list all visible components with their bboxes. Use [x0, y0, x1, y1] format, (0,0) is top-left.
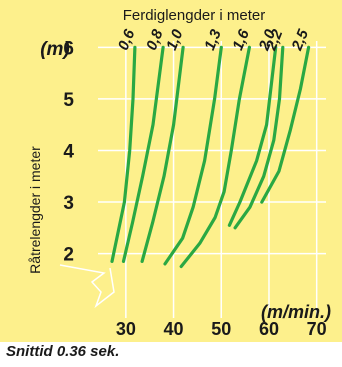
series-line-7 — [260, 45, 311, 204]
x-tick-label-60: 60 — [259, 319, 279, 339]
series-label-0: 0,6 — [115, 26, 139, 52]
series-line-3 — [163, 45, 223, 266]
y-tick-label-4: 4 — [63, 141, 74, 162]
y-axis-title: Råtrelengder i meter — [27, 146, 43, 274]
chart-title: Ferdiglengder i meter — [123, 7, 266, 24]
y-tick-label-6: 6 — [63, 38, 74, 59]
x-tick-label-70: 70 — [307, 319, 327, 339]
series-line-5 — [227, 45, 278, 227]
y-tick-label-5: 5 — [63, 90, 74, 111]
y-unit-label: (m) — [40, 39, 70, 60]
series-label-2: 1,0 — [163, 26, 187, 52]
chart-caption: Snittid 0.36 sek. — [6, 343, 120, 360]
x-tick-label-50: 50 — [211, 319, 231, 339]
panel-background — [0, 0, 342, 342]
series-line-0 — [110, 45, 137, 263]
x-axis-title: (m/min.) — [261, 302, 331, 322]
series-line-1 — [121, 45, 165, 263]
series-line-4 — [179, 45, 251, 269]
series-label-3: 1,3 — [201, 26, 225, 52]
x-tick-label-30: 30 — [116, 319, 136, 339]
series-label-4: 1,6 — [229, 26, 253, 52]
series-label-1: 0,8 — [143, 26, 167, 52]
y-tick-label-2: 2 — [63, 245, 74, 266]
x-tick-label-40: 40 — [164, 319, 184, 339]
y-tick-label-3: 3 — [63, 193, 74, 214]
series-line-2 — [140, 45, 185, 263]
chart-panel: Ferdiglengder i meter (m) Råtrelengder i m… — [0, 0, 342, 342]
series-line-6 — [233, 45, 285, 230]
chart-svg: Ferdiglengder i meter (m) Råtrelengder i m… — [0, 0, 342, 342]
axis-break-decoration — [59, 264, 115, 309]
